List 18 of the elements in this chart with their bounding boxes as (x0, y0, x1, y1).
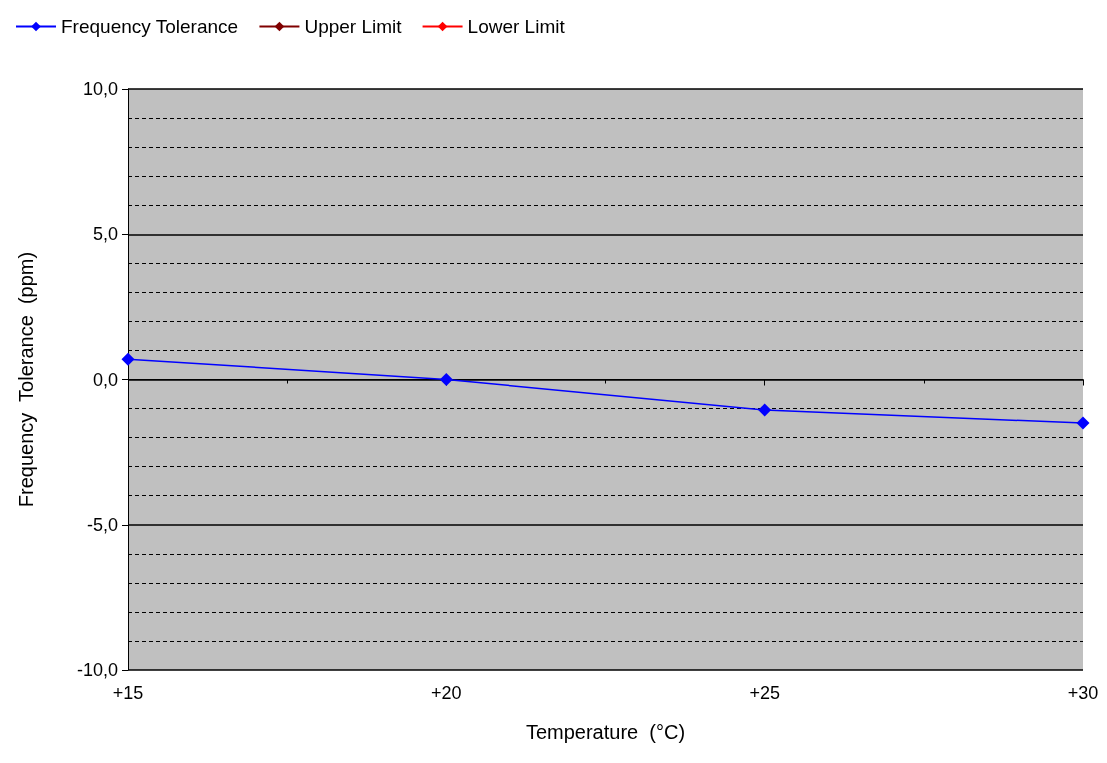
y-tick-label: 10,0 (82, 79, 118, 99)
point (121, 352, 135, 366)
point (758, 403, 772, 417)
x-axis-title: Temperature (°C) (525, 721, 686, 743)
x-tick-label: +25 (749, 683, 780, 703)
y-tick-label: -5,0 (86, 514, 118, 535)
y-axis-title: Frequency Tolerance (ppm) (15, 251, 37, 508)
legend-label: Lower Limit (467, 16, 566, 37)
x-tick-label: +20 (431, 683, 462, 703)
point (1076, 416, 1090, 430)
legend-label: Frequency Tolerance (61, 16, 239, 37)
y-tick-label: 5,0 (92, 224, 118, 245)
legend-label: Upper Limit (304, 16, 403, 37)
point (439, 373, 453, 386)
y-tick-label: 0,0 (92, 369, 118, 390)
y-tick-label: -10,0 (76, 660, 118, 680)
x-tick-label: +30 (1067, 683, 1099, 703)
x-tick-label: +15 (112, 683, 144, 703)
